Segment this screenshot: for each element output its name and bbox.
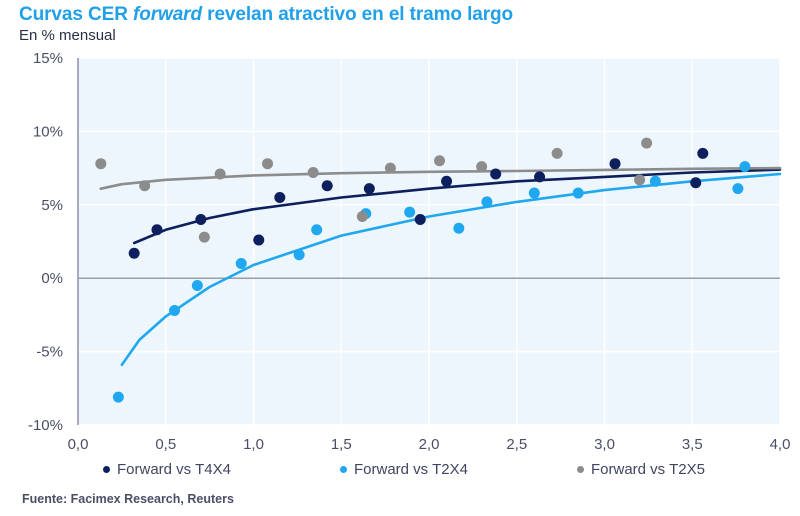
point-forward-vs-t2x5	[262, 158, 274, 170]
point-forward-vs-t2x4	[572, 187, 584, 199]
x-tick-label: 1,0	[243, 436, 264, 453]
point-forward-vs-t4x4	[490, 168, 502, 180]
axes	[77, 58, 780, 425]
point-forward-vs-t2x4	[169, 304, 181, 316]
point-forward-vs-t4x4	[441, 175, 453, 187]
point-forward-vs-t4x4	[414, 213, 426, 225]
chart-subtitle: En % mensual	[19, 27, 116, 44]
y-tick-label: 0%	[41, 270, 63, 287]
point-forward-vs-t2x5	[214, 168, 226, 180]
x-tick-label: 3,0	[594, 436, 615, 453]
point-forward-vs-t4x4	[609, 158, 621, 170]
x-tick-label: 2,5	[506, 436, 527, 453]
point-forward-vs-t2x5	[95, 158, 107, 170]
point-forward-vs-t2x5	[434, 155, 446, 167]
point-forward-vs-t2x5	[356, 211, 368, 223]
y-tick-label: 15%	[33, 50, 63, 67]
y-tick-label: -5%	[36, 344, 63, 361]
point-forward-vs-t2x4	[453, 222, 465, 234]
point-forward-vs-t4x4	[151, 224, 163, 236]
point-forward-vs-t2x4	[311, 224, 323, 236]
point-forward-vs-t4x4	[697, 147, 709, 159]
point-forward-vs-t2x5	[641, 137, 653, 149]
point-forward-vs-t2x4	[649, 175, 661, 187]
legend-marker-icon	[103, 466, 110, 473]
y-tick-label: 5%	[41, 197, 63, 214]
point-forward-vs-t4x4	[321, 180, 333, 192]
point-forward-vs-t2x4	[235, 258, 247, 270]
x-tick-label: 0,0	[68, 436, 89, 453]
point-forward-vs-t2x5	[198, 231, 210, 243]
x-tick-label: 1,5	[331, 436, 352, 453]
legend-item-t2x5[interactable]: Forward vs T2X5	[577, 461, 705, 478]
point-forward-vs-t2x5	[139, 180, 151, 192]
legend-marker-icon	[340, 466, 347, 473]
trendline-forward-vs-t4x4	[132, 168, 782, 245]
legend-label: Forward vs T2X4	[354, 461, 468, 478]
x-tick-label: 4,0	[770, 436, 791, 453]
point-forward-vs-t2x5	[307, 167, 319, 179]
point-forward-vs-t2x5	[384, 162, 396, 174]
point-forward-vs-t2x5	[551, 147, 563, 159]
trendline-forward-vs-t2x4	[120, 172, 782, 367]
legend-label: Forward vs T4X4	[117, 461, 231, 478]
legend-marker-icon	[577, 466, 584, 473]
y-axis-ticks: -10% -5% 0% 5% 10% 15%	[28, 50, 63, 434]
point-forward-vs-t4x4	[253, 234, 265, 246]
point-forward-vs-t4x4	[274, 191, 286, 203]
legend-label: Forward vs T2X5	[591, 461, 705, 478]
point-forward-vs-t4x4	[128, 247, 140, 259]
point-forward-vs-t2x4	[293, 249, 305, 261]
point-forward-vs-t2x4	[528, 187, 540, 199]
x-tick-label: 3,5	[682, 436, 703, 453]
point-forward-vs-t2x4	[404, 206, 416, 218]
point-forward-vs-t4x4	[363, 183, 375, 195]
x-tick-label: 2,0	[419, 436, 440, 453]
point-forward-vs-t2x4	[481, 196, 493, 208]
x-tick-label: 0,5	[155, 436, 176, 453]
legend-item-t4x4[interactable]: Forward vs T4X4	[103, 461, 231, 478]
x-axis-ticks: 0,0 0,5 1,0 1,5 2,0 2,5 3,0 3,5 4,0	[68, 436, 791, 453]
title-prefix: Curvas CER	[19, 4, 133, 25]
legend: Forward vs T4X4 Forward vs T2X4 Forward …	[0, 461, 800, 483]
point-forward-vs-t4x4	[195, 213, 207, 225]
title-suffix: revelan atractivo en el tramo largo	[201, 4, 514, 25]
point-forward-vs-t2x5	[476, 161, 488, 173]
point-forward-vs-t2x5	[634, 174, 646, 186]
point-forward-vs-t4x4	[690, 177, 702, 189]
point-forward-vs-t2x4	[739, 161, 751, 173]
legend-item-t2x4[interactable]: Forward vs T2X4	[340, 461, 468, 478]
source-note: Fuente: Facimex Research, Reuters	[22, 492, 234, 506]
point-forward-vs-t4x4	[534, 171, 546, 183]
title-emphasis: forward	[133, 4, 202, 25]
data-points	[95, 137, 751, 403]
y-tick-label: -10%	[28, 417, 63, 434]
chart-title: Curvas CER forward revelan atractivo en …	[19, 4, 513, 26]
y-tick-label: 10%	[33, 123, 63, 140]
point-forward-vs-t2x4	[191, 280, 203, 292]
point-forward-vs-t2x4	[112, 391, 124, 403]
point-forward-vs-t2x4	[732, 183, 744, 195]
